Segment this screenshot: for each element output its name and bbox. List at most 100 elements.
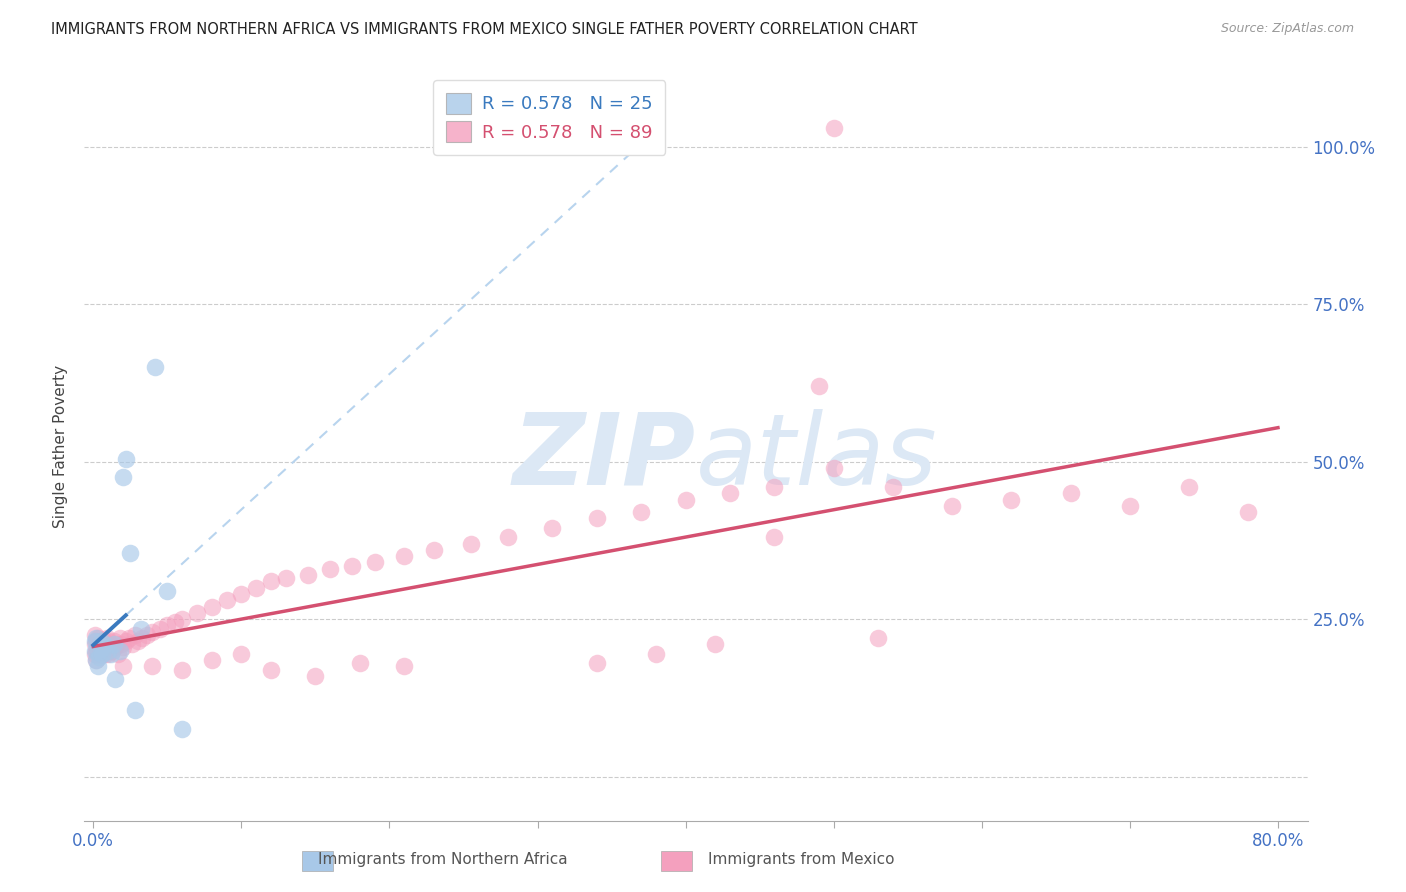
Point bbox=[104, 640, 127, 655]
Point bbox=[823, 121, 845, 136]
Point bbox=[91, 647, 114, 661]
Point bbox=[1059, 486, 1081, 500]
Point bbox=[127, 634, 149, 648]
Point bbox=[172, 663, 194, 677]
Point bbox=[141, 659, 163, 673]
Point bbox=[90, 634, 112, 648]
Point bbox=[156, 618, 179, 632]
Text: ZIP: ZIP bbox=[513, 409, 696, 506]
Point bbox=[645, 647, 668, 661]
Point bbox=[541, 521, 564, 535]
Point bbox=[86, 631, 108, 645]
Point bbox=[96, 640, 118, 655]
Point bbox=[585, 657, 607, 671]
Point bbox=[105, 637, 128, 651]
Point bbox=[89, 647, 111, 661]
Point bbox=[349, 657, 371, 671]
Point bbox=[124, 703, 146, 717]
Point bbox=[96, 631, 118, 645]
Point bbox=[231, 587, 253, 601]
Point bbox=[83, 628, 105, 642]
Point bbox=[97, 647, 120, 661]
Point bbox=[104, 672, 127, 686]
Point bbox=[675, 492, 697, 507]
Point bbox=[84, 653, 107, 667]
Point bbox=[297, 568, 319, 582]
Point bbox=[231, 647, 253, 661]
Point bbox=[807, 379, 830, 393]
Point bbox=[260, 663, 283, 677]
Text: Source: ZipAtlas.com: Source: ZipAtlas.com bbox=[1220, 22, 1354, 36]
Point bbox=[823, 461, 845, 475]
Point bbox=[100, 647, 122, 661]
Point bbox=[274, 571, 297, 585]
Point bbox=[90, 640, 112, 655]
Point bbox=[89, 637, 111, 651]
Point bbox=[186, 606, 208, 620]
Point bbox=[84, 634, 107, 648]
Point bbox=[149, 622, 172, 636]
Point bbox=[1178, 480, 1201, 494]
Point bbox=[363, 556, 385, 570]
Point bbox=[86, 643, 108, 657]
Point bbox=[101, 643, 124, 657]
Point bbox=[108, 643, 131, 657]
Point bbox=[121, 637, 143, 651]
Point bbox=[135, 628, 157, 642]
Point bbox=[114, 634, 136, 648]
Point bbox=[111, 659, 134, 673]
Point bbox=[98, 637, 121, 651]
Point bbox=[90, 634, 112, 648]
Point bbox=[215, 593, 238, 607]
Point bbox=[111, 640, 134, 655]
Point bbox=[868, 631, 890, 645]
Point bbox=[156, 583, 179, 598]
Text: Immigrants from Northern Africa: Immigrants from Northern Africa bbox=[318, 853, 568, 867]
Point bbox=[763, 480, 786, 494]
Text: atlas: atlas bbox=[696, 409, 938, 506]
Point bbox=[89, 649, 111, 664]
Point bbox=[118, 631, 141, 645]
Point bbox=[763, 530, 786, 544]
Point bbox=[94, 637, 117, 651]
Point bbox=[103, 634, 125, 648]
Point bbox=[103, 637, 125, 651]
Point bbox=[201, 653, 224, 667]
Point bbox=[585, 511, 607, 525]
Point bbox=[260, 574, 283, 589]
Point bbox=[97, 634, 120, 648]
Point bbox=[86, 659, 108, 673]
Point bbox=[93, 637, 115, 651]
Point bbox=[91, 647, 114, 661]
Point bbox=[941, 499, 963, 513]
Point bbox=[86, 643, 108, 657]
Point bbox=[1119, 499, 1142, 513]
Point bbox=[394, 659, 416, 673]
Y-axis label: Single Father Poverty: Single Father Poverty bbox=[53, 365, 69, 527]
Point bbox=[83, 634, 105, 648]
Point bbox=[201, 599, 224, 614]
Point bbox=[131, 631, 153, 645]
Point bbox=[342, 558, 364, 573]
Text: Immigrants from Mexico: Immigrants from Mexico bbox=[709, 853, 894, 867]
Point bbox=[882, 480, 904, 494]
Point bbox=[141, 624, 163, 639]
Point bbox=[114, 451, 136, 466]
Point bbox=[124, 628, 146, 642]
Point bbox=[84, 653, 107, 667]
Point bbox=[94, 647, 117, 661]
Point bbox=[83, 647, 105, 661]
Point bbox=[496, 530, 519, 544]
Point bbox=[423, 542, 446, 557]
Point bbox=[83, 643, 105, 657]
Text: IMMIGRANTS FROM NORTHERN AFRICA VS IMMIGRANTS FROM MEXICO SINGLE FATHER POVERTY : IMMIGRANTS FROM NORTHERN AFRICA VS IMMIG… bbox=[51, 22, 917, 37]
Point bbox=[1237, 505, 1260, 519]
Point bbox=[84, 631, 107, 645]
Point bbox=[145, 360, 167, 375]
Point bbox=[718, 486, 741, 500]
Point bbox=[100, 640, 122, 655]
Point bbox=[245, 581, 267, 595]
Point bbox=[319, 562, 342, 576]
Point bbox=[93, 634, 115, 648]
Point bbox=[97, 643, 120, 657]
